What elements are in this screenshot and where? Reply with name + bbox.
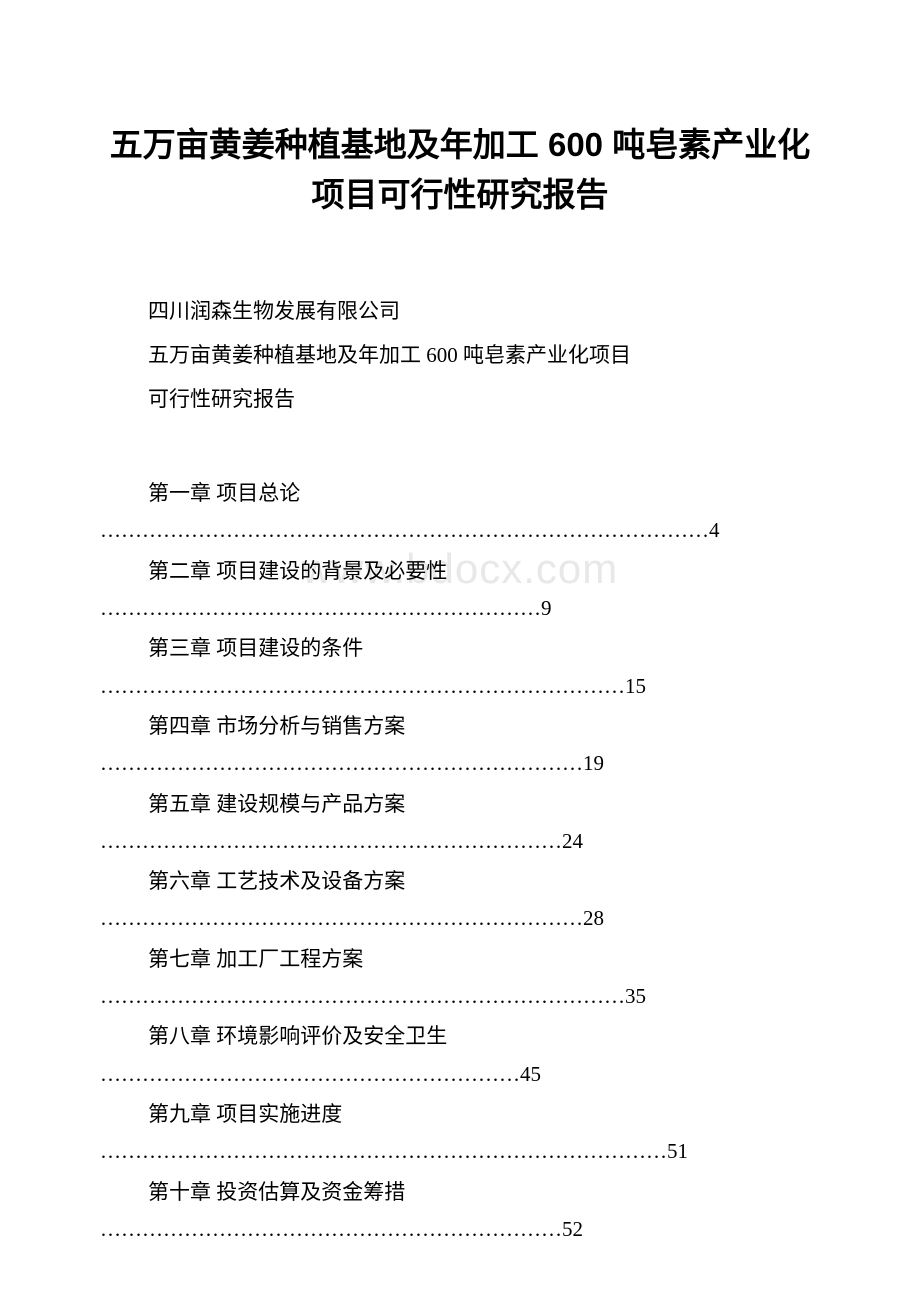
toc-chapter-label: 第十章 投资估算及资金筹措 [148, 1170, 820, 1214]
toc-dots-page: …………………………………………………………………15 [100, 671, 820, 703]
toc-chapter-label: 第四章 市场分析与销售方案 [148, 704, 820, 748]
subtitle-line: 五万亩黄姜种植基地及年加工 600 吨皂素产业化项目 [148, 333, 820, 377]
toc-entry: 第九章 项目实施进度 ………………………………………………………………………51 [100, 1092, 820, 1168]
document-content: 五万亩黄姜种植基地及年加工 600 吨皂素产业化项目可行性研究报告 四川润森生物… [100, 120, 820, 1245]
toc-chapter-label: 第二章 项目建设的背景及必要性 [148, 549, 820, 593]
toc-dots-page: …………………………………………………………52 [100, 1214, 820, 1246]
toc-entry: 第八章 环境影响评价及安全卫生 ……………………………………………………45 [100, 1014, 820, 1090]
subtitle-line: 四川润森生物发展有限公司 [148, 289, 820, 333]
subtitle-block: 四川润森生物发展有限公司 五万亩黄姜种植基地及年加工 600 吨皂素产业化项目 … [148, 289, 820, 421]
toc-dots-page: ………………………………………………………………………51 [100, 1136, 820, 1168]
table-of-contents: 第一章 项目总论 ……………………………………………………………………………4 … [100, 471, 820, 1245]
toc-entry: 第五章 建设规模与产品方案 …………………………………………………………24 [100, 782, 820, 858]
toc-chapter-label: 第六章 工艺技术及设备方案 [148, 859, 820, 903]
toc-chapter-label: 第一章 项目总论 [148, 471, 820, 515]
toc-entry: 第二章 项目建设的背景及必要性 ………………………………………………………9 [100, 549, 820, 625]
toc-chapter-label: 第五章 建设规模与产品方案 [148, 782, 820, 826]
toc-entry: 第六章 工艺技术及设备方案 ……………………………………………………………28 [100, 859, 820, 935]
toc-dots-page: …………………………………………………………24 [100, 826, 820, 858]
toc-dots-page: ……………………………………………………………28 [100, 903, 820, 935]
toc-chapter-label: 第九章 项目实施进度 [148, 1092, 820, 1136]
toc-dots-page: ……………………………………………………45 [100, 1059, 820, 1091]
toc-entry: 第四章 市场分析与销售方案 ……………………………………………………………19 [100, 704, 820, 780]
toc-chapter-label: 第七章 加工厂工程方案 [148, 937, 820, 981]
subtitle-line: 可行性研究报告 [148, 377, 820, 421]
toc-entry: 第三章 项目建设的条件 …………………………………………………………………15 [100, 626, 820, 702]
toc-dots-page: ……………………………………………………………19 [100, 748, 820, 780]
toc-entry: 第一章 项目总论 ……………………………………………………………………………4 [100, 471, 820, 547]
toc-dots-page: …………………………………………………………………35 [100, 981, 820, 1013]
toc-chapter-label: 第八章 环境影响评价及安全卫生 [148, 1014, 820, 1058]
toc-entry: 第七章 加工厂工程方案 …………………………………………………………………35 [100, 937, 820, 1013]
toc-dots-page: ……………………………………………………………………………4 [100, 515, 820, 547]
document-title: 五万亩黄姜种植基地及年加工 600 吨皂素产业化项目可行性研究报告 [100, 120, 820, 219]
toc-dots-page: ………………………………………………………9 [100, 593, 820, 625]
toc-chapter-label: 第三章 项目建设的条件 [148, 626, 820, 670]
toc-entry: 第十章 投资估算及资金筹措 …………………………………………………………52 [100, 1170, 820, 1246]
